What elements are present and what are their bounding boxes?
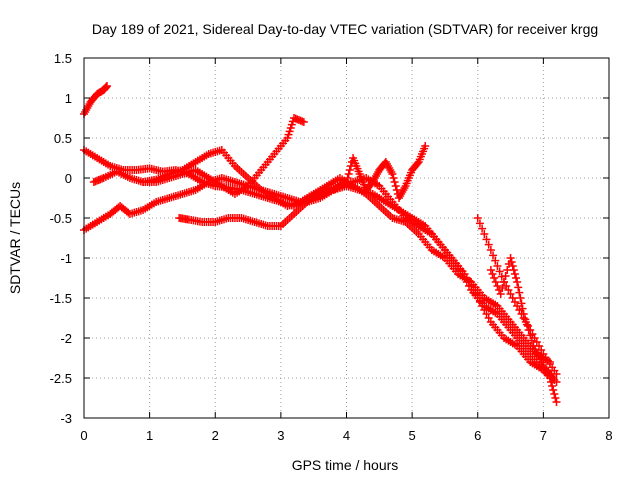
y-tick-label: -1 xyxy=(60,251,72,266)
data-point xyxy=(549,374,558,382)
data-point xyxy=(549,386,558,394)
data-point xyxy=(512,274,521,282)
data-point xyxy=(508,262,517,270)
chart-title: Day 189 of 2021, Sidereal Day-to-day VTE… xyxy=(92,21,598,37)
data-point xyxy=(493,282,502,290)
x-tick-label: 3 xyxy=(277,428,284,443)
data-series xyxy=(80,82,561,406)
x-tick-label: 0 xyxy=(80,428,87,443)
series-arc-8 xyxy=(486,254,558,382)
y-tick-label: -2.5 xyxy=(50,371,72,386)
data-point xyxy=(510,270,519,278)
data-point xyxy=(514,283,523,292)
y-tick-label: 0.5 xyxy=(54,131,72,146)
data-point xyxy=(509,266,518,274)
y-tick-label: 1 xyxy=(65,91,72,106)
data-point xyxy=(388,170,397,178)
x-axis-label: GPS time / hours xyxy=(292,457,399,473)
data-point xyxy=(486,266,495,274)
x-tick-label: 1 xyxy=(146,428,153,443)
data-point xyxy=(390,178,399,186)
data-point xyxy=(493,262,502,270)
x-tick-label: 4 xyxy=(343,428,350,443)
data-point xyxy=(524,326,533,334)
x-tick-label: 6 xyxy=(474,428,481,443)
data-point xyxy=(344,170,353,178)
data-point xyxy=(513,278,522,286)
data-point xyxy=(548,382,557,390)
grid-lines xyxy=(84,58,609,418)
y-tick-label: 0 xyxy=(65,171,72,186)
data-point xyxy=(526,331,535,340)
data-point xyxy=(421,142,430,150)
data-point xyxy=(500,278,508,286)
data-point xyxy=(517,299,526,308)
data-point xyxy=(506,254,515,262)
y-tick-label: -1.5 xyxy=(50,291,72,306)
data-point xyxy=(475,219,484,228)
x-tick-label: 8 xyxy=(605,428,612,443)
series-arc-6 xyxy=(175,142,430,230)
data-point xyxy=(486,246,495,254)
data-point xyxy=(490,274,499,282)
data-point xyxy=(480,230,489,238)
axes: 0 1 2 3 4 5 6 7 8 -3 -2.5 -2 -1.5 -1 -0.5 0 0.5 1 1.5 xyxy=(50,51,613,443)
data-point xyxy=(522,320,531,329)
data-point xyxy=(518,304,527,313)
data-point xyxy=(299,118,308,126)
data-point xyxy=(491,278,500,286)
x-tick-label: 2 xyxy=(212,428,219,443)
data-point xyxy=(551,394,560,402)
y-tick-label: 1.5 xyxy=(54,51,72,66)
data-point xyxy=(342,178,351,186)
y-tick-label: -3 xyxy=(60,411,72,426)
data-point xyxy=(473,214,482,222)
data-point xyxy=(501,272,510,280)
data-point xyxy=(515,288,524,297)
data-point xyxy=(519,310,528,318)
y-axis-label: SDTVAR / TECUs xyxy=(7,182,23,294)
data-point xyxy=(345,166,354,174)
data-point xyxy=(489,251,498,260)
data-point xyxy=(102,82,111,90)
data-point xyxy=(507,258,516,266)
data-point xyxy=(482,235,491,244)
x-tick-label: 7 xyxy=(540,428,547,443)
data-point xyxy=(521,315,530,324)
x-tick-label: 5 xyxy=(409,428,416,443)
series-arc-5 xyxy=(139,114,308,198)
data-point xyxy=(496,290,505,298)
data-point xyxy=(478,224,487,233)
data-point xyxy=(495,267,504,276)
data-point xyxy=(484,240,493,249)
data-point xyxy=(343,174,352,182)
data-point xyxy=(527,336,536,345)
data-point xyxy=(391,182,400,190)
data-point xyxy=(550,390,559,398)
data-point xyxy=(491,256,500,265)
data-point xyxy=(552,398,561,406)
data-point xyxy=(488,270,497,278)
data-point xyxy=(516,294,525,302)
y-tick-label: -2 xyxy=(60,331,72,346)
data-point xyxy=(498,284,507,292)
y-tick-label: -0.5 xyxy=(50,211,72,226)
data-point xyxy=(389,174,398,182)
